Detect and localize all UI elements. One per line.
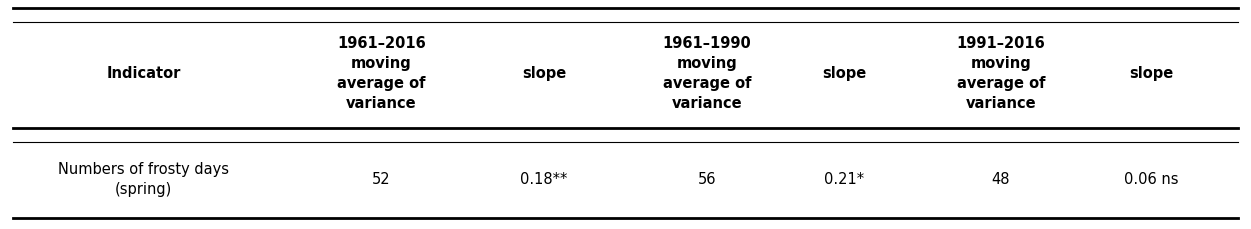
Text: 1961–2016
moving
average of
variance: 1961–2016 moving average of variance <box>338 36 425 110</box>
Text: 1961–1990
moving
average of
variance: 1961–1990 moving average of variance <box>663 36 751 110</box>
Text: Indicator: Indicator <box>106 66 181 81</box>
Text: 0.06 ns: 0.06 ns <box>1123 171 1178 186</box>
Text: 0.18**: 0.18** <box>520 171 568 186</box>
Text: 52: 52 <box>373 171 390 186</box>
Text: 1991–2016
moving
average of
variance: 1991–2016 moving average of variance <box>957 36 1045 110</box>
Text: 56: 56 <box>698 171 716 186</box>
Text: slope: slope <box>822 66 867 81</box>
Text: slope: slope <box>1128 66 1173 81</box>
Text: slope: slope <box>522 66 567 81</box>
Text: 48: 48 <box>992 171 1010 186</box>
Text: 0.21*: 0.21* <box>824 171 864 186</box>
Text: Numbers of frosty days
(spring): Numbers of frosty days (spring) <box>59 161 229 196</box>
